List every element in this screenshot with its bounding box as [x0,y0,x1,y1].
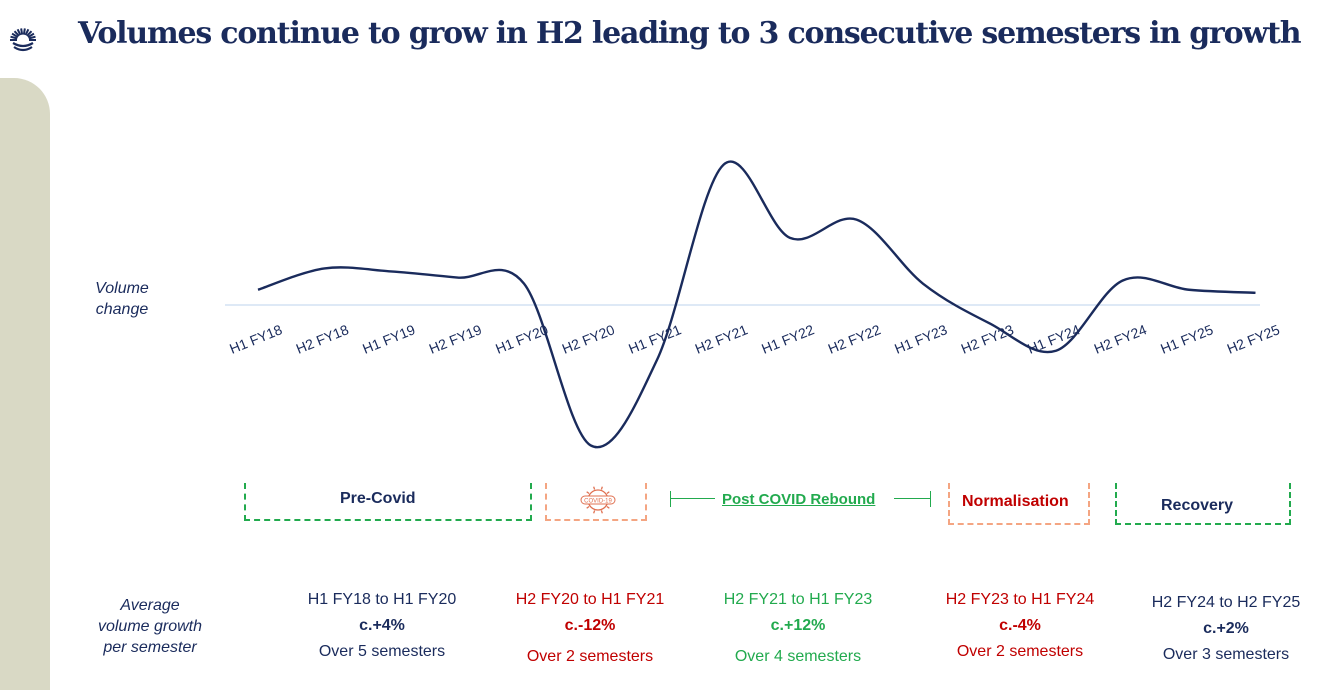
x-tick-label: H2 FY20 [560,321,617,357]
virus-spike [593,486,596,490]
stat-semesters: Over 5 semesters [318,643,446,660]
x-tick-label: H2 FY19 [427,321,484,357]
data-point-6 [655,358,659,362]
average-growth-label: Average volume growth per semester [80,595,220,658]
logo-arc [13,46,33,52]
data-point-8 [788,236,792,240]
rebound-line-left [671,498,715,499]
x-tick-label: H1 FY21 [626,321,683,357]
volume-series-line [257,160,1256,449]
stat-semesters: Over 3 semesters [1162,646,1290,663]
phase-bracket-recovery [1115,483,1291,525]
logo-ray [22,28,26,35]
y-axis-label-line-2: change [95,301,149,318]
x-tick-label: H2 FY25 [1225,321,1282,357]
x-tick-label: H2 FY23 [959,321,1016,357]
x-tick-label: H2 FY18 [294,321,351,357]
logo-ray [16,28,22,36]
logo-arc [12,42,34,48]
x-tick-label: H1 FY20 [493,321,550,357]
data-point-12 [1054,349,1058,353]
stat-semesters: Over 2 semesters [526,648,654,665]
stat-range: H2 FY24 to H2 FY25 [1151,594,1301,611]
virus-spike [606,505,610,509]
x-tick-label: H1 FY25 [1158,321,1215,357]
logo-ray [11,32,19,38]
data-point-14 [1187,288,1191,292]
stat-range: H1 FY18 to H1 FY20 [307,591,457,608]
rebound-line-right [894,498,930,499]
page-title: Volumes continue to grow in H2 leading t… [78,16,1302,51]
x-tick-label: H2 FY24 [1092,321,1149,357]
logo-ray [28,35,36,40]
logo-ray [13,30,20,37]
covid-virus-icon: COVID-19 [580,486,616,514]
data-point-7 [722,163,726,167]
stat-column-recovery: H2 FY24 to H2 FY25 c.+2% Over 3 semester… [1131,590,1321,665]
logo-ray [10,35,18,40]
stat-percent: c.-12% [564,617,616,634]
logo-ray [27,32,35,38]
stat-percent: c.+12% [770,617,826,634]
phase-label-pre-covid: Pre-Covid [340,490,416,507]
virus-spike [606,491,610,495]
x-tick-label: H1 FY22 [759,321,816,357]
data-point-11 [988,321,992,325]
sunburst-logo-icon [10,28,36,52]
data-point-15 [1254,291,1258,295]
stat-range: H2 FY23 to H1 FY24 [945,591,1095,608]
x-tick-label: H1 FY23 [892,321,949,357]
sidebar-panel [0,78,50,690]
phase-label-normalisation: Normalisation [962,493,1069,510]
phase-label-rebound: Post COVID Rebound [722,491,876,508]
x-tick-label: H2 FY22 [826,321,883,357]
data-point-13 [1121,279,1125,283]
data-point-0 [256,288,260,292]
logo-ray [24,28,30,36]
average-growth-label-line-1: Average [120,597,180,614]
data-point-5 [589,443,593,447]
x-tick-label: H1 FY19 [360,321,417,357]
stat-percent: c.+2% [1203,620,1249,637]
virus-spike [600,510,603,514]
stat-range: H2 FY20 to H1 FY21 [515,591,665,608]
rebound-end-tick [930,491,931,507]
phase-bracket-covid [545,483,647,521]
logo-ray [26,30,33,37]
virus-label: COVID-19 [584,499,612,505]
stat-percent: c.-4% [999,617,1041,634]
logo-ray [20,28,24,35]
y-axis-label: Volume change [72,278,172,320]
stat-column-normalisation: H2 FY23 to H1 FY24 c.-4% Over 2 semester… [925,590,1115,662]
rebound-start-tick [670,491,671,507]
virus-spike [593,510,596,514]
x-tick-label: H1 FY18 [227,321,284,357]
data-point-3 [456,276,460,280]
stat-percent: c.+4% [359,617,405,634]
stat-column-pre-covid: H1 FY18 to H1 FY20 c.+4% Over 5 semester… [287,590,477,662]
data-point-2 [389,269,393,273]
stat-semesters: Over 2 semesters [956,643,1084,660]
phase-label-recovery: Recovery [1161,497,1234,514]
y-axis-label-line-1: Volume [95,280,149,297]
average-growth-label-line-2: volume growth [97,618,203,635]
stat-column-rebound: H2 FY21 to H1 FY23 c.+12% Over 4 semeste… [703,590,893,667]
data-point-10 [921,282,925,286]
virus-spike [586,491,590,495]
data-point-1 [323,266,327,270]
virus-spike [600,486,603,490]
average-growth-label-line-3: per semester [103,639,197,656]
virus-spike [586,505,590,509]
stat-range: H2 FY21 to H1 FY23 [723,591,873,608]
data-point-9 [855,218,859,222]
data-point-4 [522,282,526,286]
virus-banner [580,495,616,505]
phase-bracket-normalisation [948,483,1090,525]
x-tick-label: H2 FY21 [693,321,750,357]
stat-column-covid: H2 FY20 to H1 FY21 c.-12% Over 2 semeste… [495,590,685,667]
phase-bracket-pre-covid [244,483,532,521]
stat-semesters: Over 4 semesters [734,648,862,665]
